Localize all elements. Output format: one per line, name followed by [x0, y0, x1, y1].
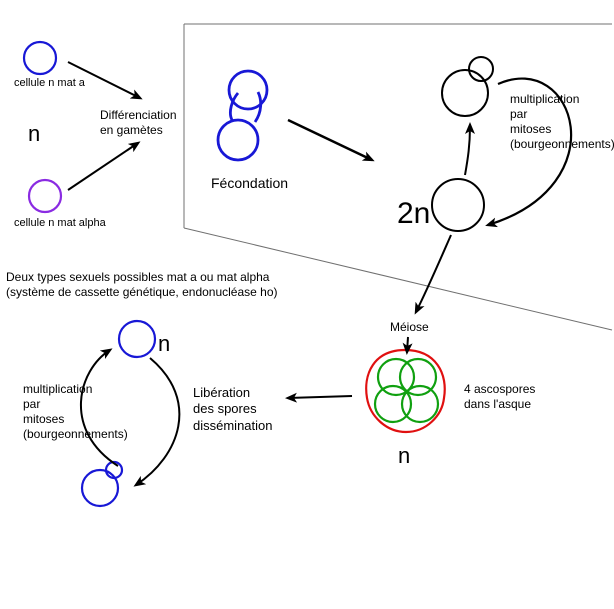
- label-meiose: Méiose: [390, 320, 429, 335]
- label-deux-types: Deux types sexuels possibles mat a ou ma…: [6, 270, 278, 300]
- label-liberation: Libération des spores dissémination: [193, 385, 273, 434]
- label-ascospores: 4 ascospores dans l'asque: [464, 382, 535, 412]
- label-fecondation: Fécondation: [211, 175, 288, 193]
- label-cell-mat-alpha: cellule n mat alpha: [14, 217, 106, 231]
- label-n-lower-left: n: [158, 330, 170, 358]
- label-mult-right: multiplication par mitoses (bourgeonneme…: [510, 92, 614, 152]
- label-cell-mat-a: cellule n mat a: [14, 77, 85, 91]
- label-n-left: n: [28, 120, 40, 148]
- label-differenciation: Différenciation en gamètes: [100, 108, 177, 138]
- label-n-center: n: [398, 442, 410, 470]
- label-mult-left: multiplication par mitoses (bourgeonneme…: [23, 382, 128, 442]
- label-2n: 2n: [397, 195, 430, 233]
